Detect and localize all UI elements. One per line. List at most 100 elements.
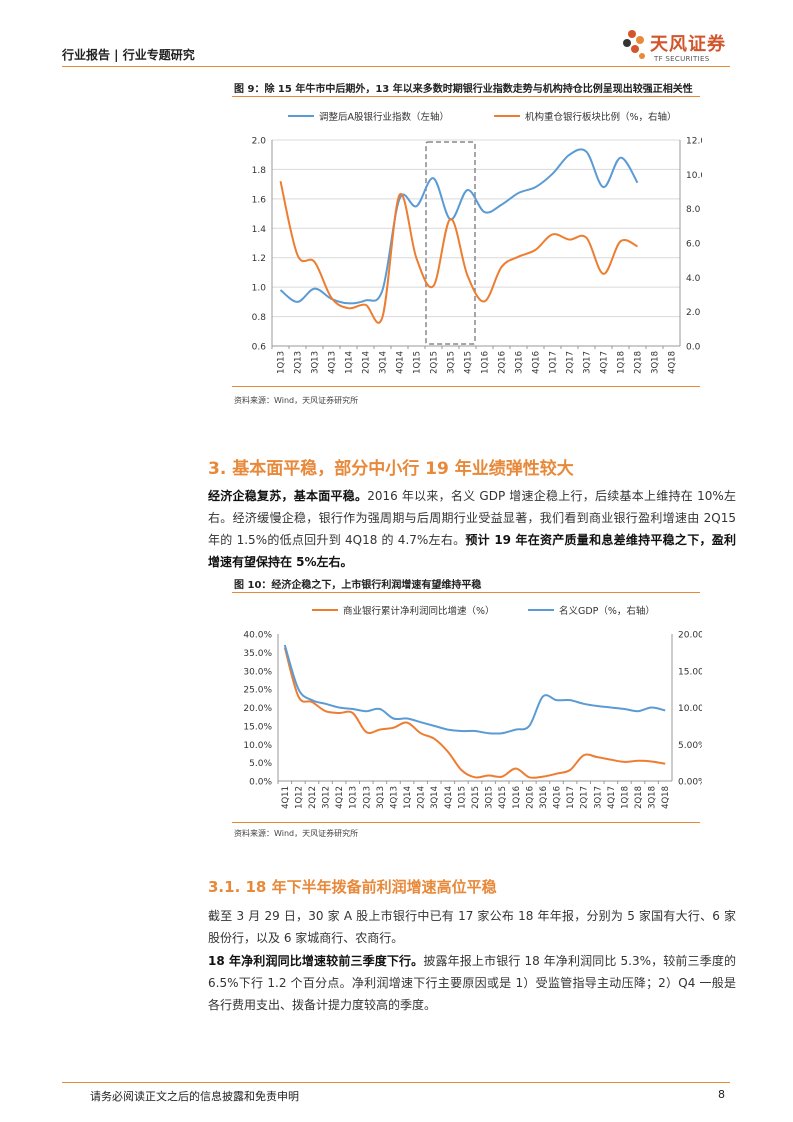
- y-left-tick-label: 1.4: [252, 225, 267, 235]
- figure-10-bottom-divider: [232, 822, 700, 823]
- paragraph-net-profit: 18 年净利润同比增速较前三季度下行。披露年报上市银行 18 年净利润同比 5.…: [208, 950, 736, 1016]
- x-tick-label: 3Q16: [515, 351, 525, 374]
- y-left-tick-label: 0.6: [252, 343, 267, 353]
- x-tick-label: 4Q15: [464, 351, 474, 374]
- figure-9-bottom-divider: [232, 386, 700, 387]
- legend-label: 机构重仓银行板块比例（%，右轴）: [525, 111, 677, 123]
- figure-9-chart: 调整后A股银行业指数（左轴） 机构重仓银行板块比例（%，右轴） 0.6 0.8 1.0 1…: [252, 111, 702, 374]
- section-3-1-title: 3.1. 18 年下半年拨备前利润增速高位平稳: [208, 878, 497, 896]
- x-tick-label: 3Q13: [311, 351, 321, 374]
- section-3-title: 3. 基本面平稳，部分中小行 19 年业绩弹性较大: [208, 459, 574, 479]
- x-tick-label: 3Q12: [322, 786, 332, 809]
- x-tick-label: 3Q15: [447, 351, 457, 374]
- figure-9-title: 图 9：除 15 年牛市中后期外，13 年以来多数时期银行业指数走势与机构持仓比…: [234, 84, 693, 95]
- x-tick-label: 2Q16: [498, 351, 508, 374]
- x-tick-label: 1Q18: [617, 351, 627, 374]
- x-tick-label: 2Q14: [417, 786, 427, 809]
- report-header-title: 行业报告 | 行业专题研究: [62, 48, 195, 62]
- x-tick-label: 1Q13: [277, 351, 287, 374]
- legend-label: 调整后A股银行业指数（左轴）: [319, 111, 449, 123]
- y-left-tick-label: 40.0%: [243, 631, 272, 641]
- y-right-tick-label: 0.00%: [678, 778, 702, 788]
- x-tick-label: 4Q17: [600, 351, 610, 374]
- paragraph-net-profit-lead: 18 年净利润同比增速较前三季度下行。: [208, 954, 424, 968]
- y-right-tick-label: 0.0: [686, 343, 701, 353]
- y-left-tick-label: 35.0%: [243, 649, 272, 659]
- paragraph-economy-forecast: 预计 19 年在资产质量和息差维持平稳之下，盈利增速有望保持在 5%左右。: [208, 533, 736, 569]
- x-tick-label: 3Q18: [648, 786, 658, 809]
- x-tick-label: 1Q16: [481, 351, 491, 374]
- x-tick-label: 2Q17: [580, 786, 590, 809]
- x-tick-label: 1Q17: [566, 786, 576, 809]
- logo-text-en: TF SECURITIES: [654, 55, 710, 63]
- logo-flower-icon: [623, 30, 645, 59]
- y-right-tick-label: 6.0: [686, 240, 701, 250]
- figure-9-divider: [232, 96, 700, 97]
- x-tick-label: 3Q17: [593, 786, 603, 809]
- paragraph-annual-reports: 截至 3 月 29 日，30 家 A 股上市银行中已有 17 家公布 18 年年…: [208, 909, 736, 945]
- paragraph-net-profit-body: 披露年报上市银行 18 年净利润同比 5.3%，较前三季度的 6.5%下行 1.…: [208, 954, 736, 1012]
- x-tick-label: 3Q14: [379, 351, 389, 374]
- y-left-tick-label: 15.0%: [243, 722, 272, 732]
- footer-divider: [62, 1082, 730, 1083]
- y-left-tick-label: 1.6: [252, 195, 267, 205]
- x-tick-label: 4Q14: [396, 351, 406, 374]
- paragraph-economy-body: 2016 年以来，名义 GDP 增速企稳上行，后续基本上维持在 10%左右。经济…: [208, 489, 736, 547]
- x-tick-label: 4Q18: [668, 351, 678, 374]
- y-left-tick-label: 25.0%: [243, 686, 272, 696]
- x-tick-label: 4Q18: [661, 786, 671, 809]
- y-right-tick-label: 2.0: [686, 308, 701, 318]
- figure-9-source: 资料来源：Wind，天风证券研究所: [234, 396, 359, 405]
- x-tick-label: 4Q17: [607, 786, 617, 809]
- header-divider: [62, 66, 730, 67]
- x-tick-label: 2Q13: [362, 786, 372, 809]
- x-tick-label: 1Q15: [413, 351, 423, 374]
- y-left-tick-label: 0.8: [252, 313, 267, 323]
- legend-label: 商业银行累计净利润同比增速（%）: [343, 605, 495, 617]
- y-right-tick-label: 20.00%: [678, 631, 702, 641]
- series-line-1: [279, 148, 639, 305]
- x-tick-label: 4Q14: [444, 786, 454, 809]
- figure-10-chart: 商业银行累计净利润同比增速（%） 名义GDP（%，右轴） 0.0% 5.0% 10.0%…: [243, 605, 702, 809]
- y-right-tick-label: 15.00%: [678, 667, 702, 677]
- series-line-2: [279, 180, 638, 324]
- x-tick-label: 1Q17: [549, 351, 559, 374]
- y-left-tick-label: 1.2: [252, 254, 266, 264]
- x-tick-label: 2Q12: [308, 786, 318, 809]
- highlight-box: [425, 141, 476, 345]
- x-tick-label: 2Q15: [430, 351, 440, 374]
- x-tick-label: 4Q16: [553, 786, 563, 809]
- series-line-2: [283, 644, 666, 735]
- x-tick-label: 4Q12: [335, 786, 345, 809]
- series-line-1: [283, 647, 666, 779]
- x-tick-label: 3Q13: [376, 786, 386, 809]
- x-tick-label: 1Q13: [349, 786, 359, 809]
- x-tick-label: 1Q12: [294, 786, 304, 809]
- figure-10-source: 资料来源：Wind，天风证券研究所: [234, 829, 359, 838]
- x-tick-label: 3Q17: [583, 351, 593, 374]
- y-right-tick-label: 10.0: [686, 171, 702, 181]
- x-tick-label: 4Q16: [532, 351, 542, 374]
- legend-label: 名义GDP（%，右轴）: [559, 605, 655, 617]
- paragraph-economy-lead: 经济企稳复苏，基本面平稳。: [208, 489, 368, 503]
- x-tick-label: 2Q15: [471, 786, 481, 809]
- y-right-tick-label: 8.0: [686, 205, 701, 215]
- y-left-tick-label: 20.0%: [243, 704, 272, 714]
- x-tick-label: 4Q13: [328, 351, 338, 374]
- x-tick-label: 4Q15: [498, 786, 508, 809]
- page-number: 8: [718, 1088, 725, 1101]
- x-tick-label: 3Q18: [651, 351, 661, 374]
- paragraph-economy: 经济企稳复苏，基本面平稳。2016 年以来，名义 GDP 增速企稳上行，后续基本…: [208, 485, 736, 573]
- x-tick-label: 1Q15: [457, 786, 467, 809]
- x-tick-label: 3Q15: [485, 786, 495, 809]
- footer-disclaimer: 请务必阅读正文之后的信息披露和免责申明: [90, 1090, 299, 1103]
- x-tick-label: 2Q13: [294, 351, 304, 374]
- y-right-tick-label: 12.0: [686, 137, 702, 147]
- x-tick-label: 3Q16: [539, 786, 549, 809]
- x-tick-label: 2Q18: [634, 786, 644, 809]
- logo-text-cn: 天风证券: [650, 34, 726, 55]
- x-tick-label: 4Q11: [281, 786, 291, 809]
- x-tick-label: 2Q17: [566, 351, 576, 374]
- y-right-tick-label: 5.00%: [678, 741, 702, 751]
- x-tick-label: 3Q14: [430, 786, 440, 809]
